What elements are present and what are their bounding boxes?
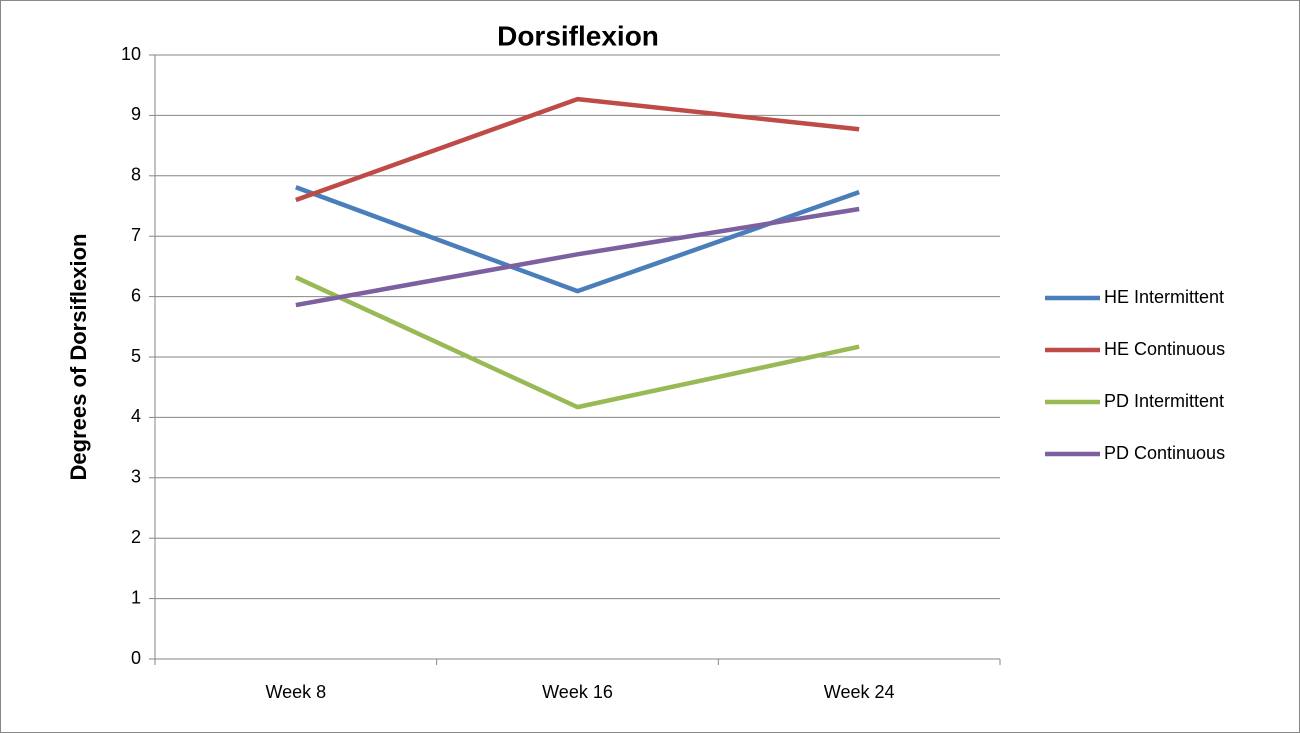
legend-label: PD Intermittent (1104, 391, 1224, 411)
legend-label: HE Continuous (1104, 339, 1225, 359)
y-tick-label: 6 (131, 285, 141, 305)
series-line (295, 206, 860, 308)
series-line (294, 275, 860, 410)
y-axis-label: Degrees of Dorsiflexion (66, 234, 91, 481)
y-tick-label: 1 (131, 587, 141, 607)
y-tick-label: 10 (121, 44, 141, 64)
y-tick-label: 0 (131, 648, 141, 668)
y-tick-label: 4 (131, 406, 141, 426)
y-tick-label: 9 (131, 104, 141, 124)
y-tick-label: 3 (131, 467, 141, 487)
legend-label: HE Intermittent (1104, 287, 1224, 307)
y-tick-label: 7 (131, 225, 141, 245)
chart-title: Dorsiflexion (497, 20, 659, 51)
y-tick-label: 5 (131, 346, 141, 366)
x-tick-label: Week 16 (542, 682, 613, 702)
series-line (295, 96, 860, 203)
x-tick-label: Week 24 (824, 682, 895, 702)
y-tick-label: 2 (131, 527, 141, 547)
legend-label: PD Continuous (1104, 443, 1225, 463)
y-tick-label: 8 (131, 165, 141, 185)
x-tick-label: Week 8 (265, 682, 326, 702)
